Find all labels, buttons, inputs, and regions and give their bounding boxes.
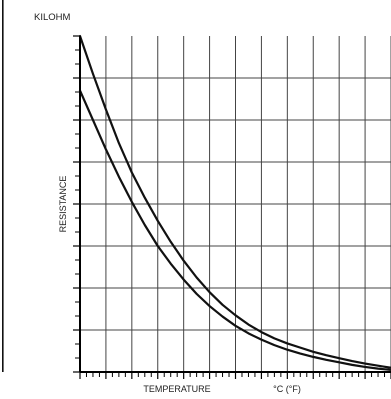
- unit-label: KILOHM: [34, 12, 71, 23]
- series-line-1: [78, 34, 391, 369]
- axis-ticks: [73, 35, 391, 379]
- y-axis-label: RESISTANCE: [58, 176, 68, 233]
- series-lines: [78, 34, 391, 371]
- x-axis-label: TEMPERATURE: [143, 384, 210, 394]
- left-border: [2, 0, 4, 372]
- grid: [80, 36, 391, 372]
- x-axis-unit-label: °C (°F): [273, 384, 301, 394]
- series-line-2: [78, 89, 391, 371]
